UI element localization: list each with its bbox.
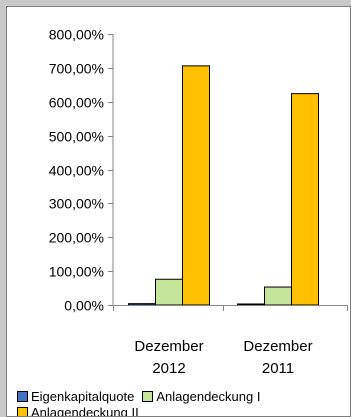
bar [237,303,265,306]
bar [264,286,292,306]
legend-swatch [17,407,28,416]
bar [291,93,319,306]
bar [182,65,210,306]
legend-item: Anlagendeckung II [17,405,139,417]
x-tick-label: Dezember [243,338,312,355]
legend: Eigenkapitalquote Anlagendeckung I Anlagen… [17,389,347,417]
legend-label: Eigenkapitalquote [31,389,135,404]
legend-swatch [17,391,28,402]
y-tick-label: 0,00% [64,298,104,314]
legend-item: Eigenkapitalquote [17,389,134,404]
y-tick-label: 500,00% [49,129,104,145]
bar [155,278,183,306]
legend-label: Anlagendeckung II [31,405,139,417]
y-tick-label: 100,00% [49,264,104,280]
y-tick-label: 800,00% [49,27,104,43]
y-tick-label: 600,00% [49,95,104,111]
chart-frame: 0,00% 100,00% 200,00% 300,00% 400,00% 500,00%… [6,6,351,417]
bar-chart: 0,00% 100,00% 200,00% 300,00% 400,00% 500,00%… [49,27,348,377]
legend-label: Anlagendeckung I [156,389,261,404]
y-tick-label: 700,00% [49,61,104,77]
legend-item: Anlagendeckung I [142,389,260,404]
y-tick-label: 300,00% [49,196,104,212]
bar [128,303,156,306]
y-tick-label: 200,00% [49,230,104,246]
x-tick-label: 2012 [152,360,185,377]
y-tick-label: 400,00% [49,163,104,179]
x-tick-label: 2011 [262,360,294,377]
legend-swatch [142,391,154,402]
x-tick-label: Dezember [134,338,203,355]
